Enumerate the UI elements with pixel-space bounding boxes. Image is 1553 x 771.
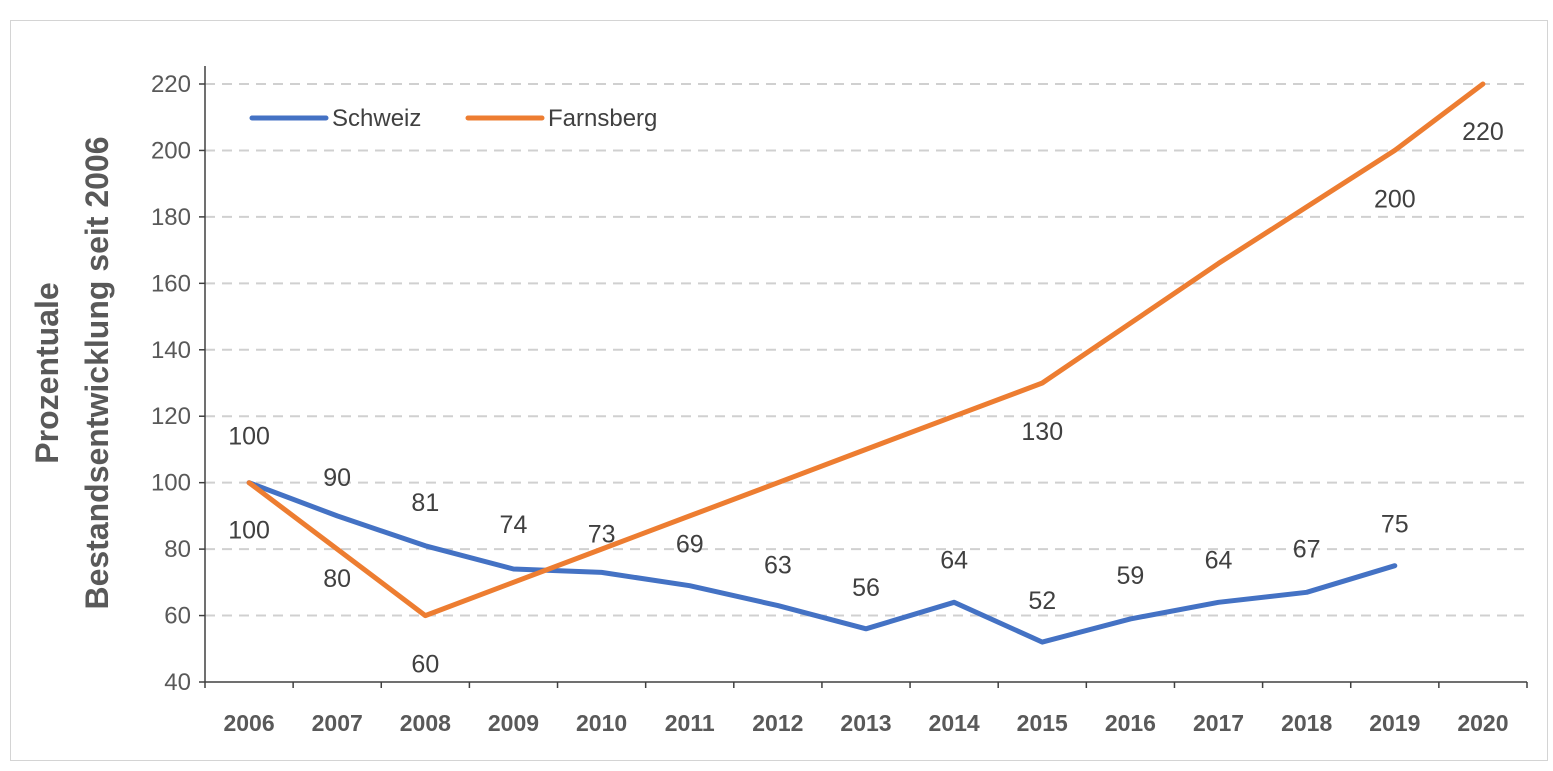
data-label-schweiz: 75 bbox=[1381, 511, 1409, 539]
legend: Schweiz Farnsberg bbox=[249, 105, 657, 132]
y-tick-label: 140 bbox=[151, 337, 191, 364]
y-axis-label-line2: Bestandsentwicklung seit 2006 bbox=[79, 136, 115, 609]
x-tick-label: 2014 bbox=[929, 710, 980, 736]
data-label-farnsberg: 60 bbox=[411, 651, 439, 679]
x-tick-label: 2013 bbox=[840, 710, 891, 736]
data-label-farnsberg: 80 bbox=[323, 565, 351, 593]
x-tick-label: 2019 bbox=[1369, 710, 1420, 736]
y-tick-label: 160 bbox=[151, 270, 191, 297]
y-tick-label: 180 bbox=[151, 204, 191, 231]
x-tick-label: 2008 bbox=[400, 710, 451, 736]
x-tick-label: 2020 bbox=[1457, 710, 1508, 736]
y-tick-labels: 40 60 80 100 120 140 160 180 200 220 bbox=[151, 71, 191, 696]
y-tick-label: 120 bbox=[151, 403, 191, 430]
x-tick-label: 2012 bbox=[752, 710, 803, 736]
data-label-schweiz: 64 bbox=[940, 546, 968, 574]
y-tick-label: 40 bbox=[164, 669, 191, 696]
x-tick-label: 2015 bbox=[1017, 710, 1068, 736]
legend-label-schweiz: Schweiz bbox=[332, 105, 421, 132]
legend-label-farnsberg: Farnsberg bbox=[548, 105, 657, 132]
x-tick-label: 2006 bbox=[223, 710, 274, 736]
data-label-farnsberg: 130 bbox=[1021, 418, 1063, 446]
x-tick-label: 2011 bbox=[665, 710, 715, 736]
data-labels: 100 90 81 74 73 69 63 56 64 52 59 64 67 75 100 80 60 130 2… bbox=[228, 118, 1504, 679]
x-tick-label: 2010 bbox=[576, 710, 627, 736]
data-label-schweiz: 63 bbox=[764, 552, 792, 580]
chart-frame bbox=[10, 20, 1548, 761]
data-label-schweiz: 59 bbox=[1116, 562, 1144, 590]
data-label-schweiz: 64 bbox=[1205, 546, 1233, 574]
axes bbox=[199, 66, 1528, 688]
data-label-schweiz: 73 bbox=[588, 520, 616, 548]
y-tick-label: 200 bbox=[151, 137, 191, 164]
data-label-schweiz: 90 bbox=[323, 464, 351, 492]
series-line-farnsberg bbox=[246, 81, 1486, 619]
y-axis-label-line1: Prozentuale bbox=[29, 282, 65, 463]
y-tick-label: 80 bbox=[164, 536, 191, 563]
x-tick-label: 2007 bbox=[312, 710, 363, 736]
data-label-farnsberg: 200 bbox=[1374, 185, 1416, 213]
data-label-schweiz: 81 bbox=[411, 489, 439, 517]
x-tick-label: 2018 bbox=[1281, 710, 1332, 736]
data-label-schweiz: 74 bbox=[500, 511, 528, 539]
y-tick-label: 60 bbox=[164, 603, 191, 630]
x-tick-label: 2009 bbox=[488, 710, 539, 736]
data-label-farnsberg: 100 bbox=[228, 517, 270, 545]
data-label-farnsberg: 220 bbox=[1462, 118, 1504, 146]
y-tick-label: 220 bbox=[151, 71, 191, 98]
data-label-schweiz: 56 bbox=[852, 574, 880, 602]
x-tick-label: 2016 bbox=[1105, 710, 1156, 736]
data-label-schweiz: 69 bbox=[676, 531, 704, 559]
data-label-schweiz: 67 bbox=[1293, 535, 1321, 563]
x-tick-label: 2017 bbox=[1193, 710, 1244, 736]
y-tick-label: 100 bbox=[151, 470, 191, 497]
series-lines bbox=[246, 81, 1486, 645]
series-line-schweiz bbox=[246, 480, 1398, 645]
data-label-schweiz: 100 bbox=[228, 423, 270, 451]
x-tick-labels: 2006 2007 2008 2009 2010 2011 2012 2013 2014 2015… bbox=[223, 710, 1508, 736]
data-label-schweiz: 52 bbox=[1028, 587, 1056, 615]
